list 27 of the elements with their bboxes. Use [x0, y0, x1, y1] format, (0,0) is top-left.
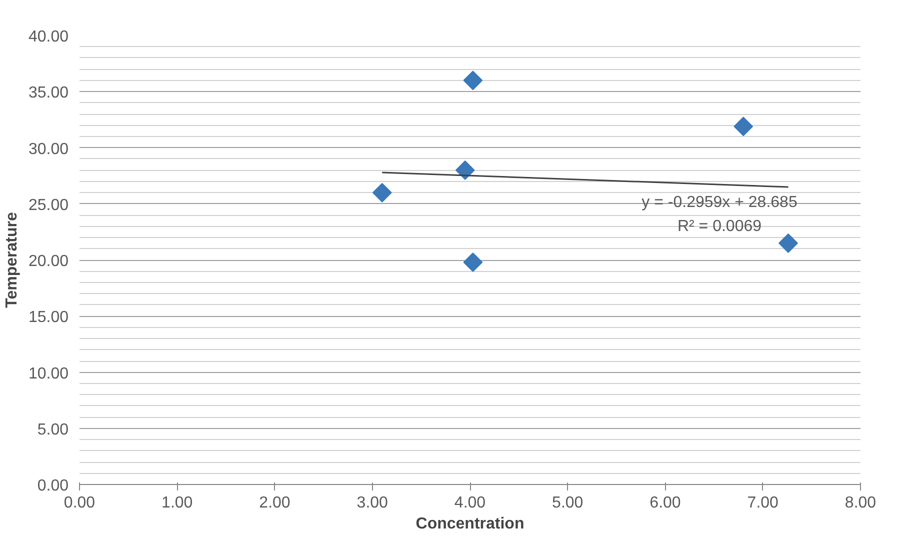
x-tick-label: 5.00 [552, 494, 584, 512]
point [734, 116, 754, 136]
y-axis-title: Temperature [3, 212, 20, 308]
x-axis-title: Concentration [416, 516, 524, 532]
x-tick-label: 4.00 [454, 494, 486, 512]
y-tick-label: 20.00 [28, 253, 69, 270]
x-tick-label: 1.00 [162, 494, 193, 512]
y-tick-label: 40.00 [28, 28, 69, 46]
annotation: R² = 0.0069 [677, 218, 762, 235]
x-tick-label: 0.00 [64, 494, 96, 512]
y-tick-label: 30.00 [28, 140, 69, 158]
x-tick-label: 6.00 [650, 494, 681, 512]
x-tick-label: 3.00 [356, 494, 388, 512]
y-tick-label: 15.00 [28, 309, 69, 326]
x-tick-label: 2.00 [259, 494, 290, 512]
point [463, 252, 483, 272]
point [455, 160, 475, 180]
y-tick-label: 10.00 [28, 365, 69, 382]
point [778, 233, 798, 253]
y-tick-label: 25.00 [28, 196, 69, 214]
point [463, 70, 483, 90]
y-tick-label: 35.00 [28, 84, 69, 102]
point [372, 182, 392, 202]
y-tick-label: 0.00 [37, 478, 69, 494]
x-tick-label: 7.00 [747, 494, 779, 512]
x-tick-label: 8.00 [844, 494, 876, 512]
y-tick-label: 5.00 [37, 421, 69, 438]
